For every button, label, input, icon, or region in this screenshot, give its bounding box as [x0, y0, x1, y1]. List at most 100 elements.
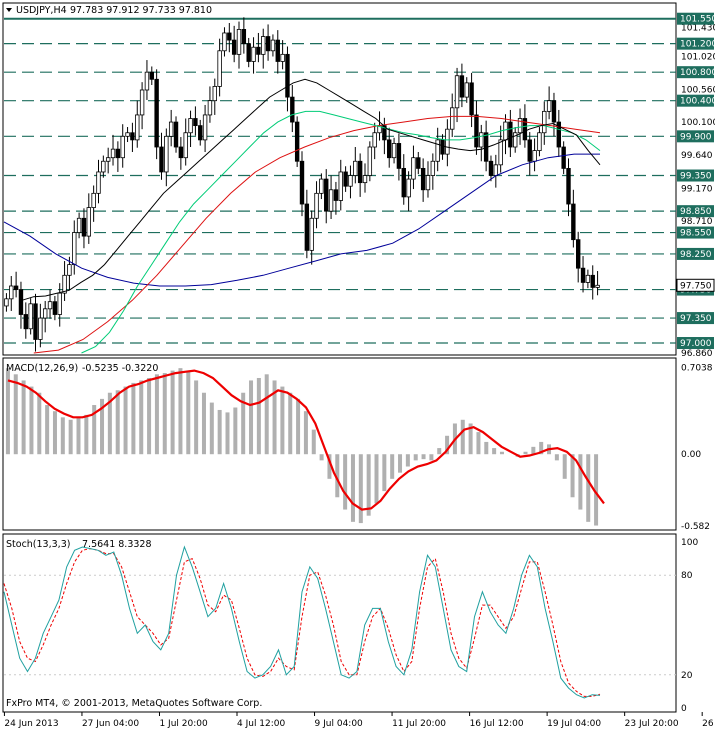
candle-body — [280, 53, 285, 62]
stoch-values: 7.5641 8.3328 — [82, 539, 152, 550]
candle-body — [362, 175, 368, 184]
current-price-label: 97.750 — [680, 281, 712, 291]
macd-histogram-bar — [170, 370, 175, 455]
candle-body — [105, 157, 111, 162]
candle-body — [139, 89, 145, 116]
macd-title: MACD(12,26,9) — [6, 363, 78, 374]
macd-histogram-bar — [272, 380, 277, 455]
macd-histogram-bar — [429, 454, 434, 461]
candle-body — [178, 146, 184, 159]
macd-histogram-bar — [570, 454, 575, 498]
candle-body — [513, 132, 518, 148]
macd-histogram-bar — [280, 386, 285, 455]
level-price-box-bg — [677, 205, 714, 218]
stoch-scale-label: 100 — [681, 538, 698, 548]
macd-histogram-bar — [437, 448, 442, 455]
candle-body — [67, 264, 72, 276]
moving-averages — [3, 78, 601, 354]
stoch-scale-label: 80 — [681, 571, 693, 581]
candle-body — [13, 285, 19, 290]
level-price-box: 101.550 — [677, 12, 715, 25]
candle-body — [537, 132, 542, 151]
macd-signal-line — [7, 369, 605, 511]
level-price-box-bg — [677, 66, 714, 79]
macd-histogram-bar — [468, 423, 473, 455]
candle-body — [595, 284, 600, 288]
candle-body — [28, 303, 33, 330]
candle-body — [338, 171, 343, 201]
candle-body — [391, 143, 397, 159]
candle-body — [236, 29, 242, 55]
candle-body — [372, 132, 377, 148]
candle-body — [38, 317, 43, 340]
macd-histogram-bar — [84, 414, 89, 455]
candle-body — [294, 121, 300, 162]
level-price-label: 98.550 — [680, 229, 712, 239]
candle-body — [57, 292, 62, 315]
macd-histogram-bar — [37, 392, 42, 455]
candle-body — [9, 285, 14, 300]
level-price-label: 98.850 — [680, 207, 712, 217]
time-tick-label: 27 Jun 04:00 — [82, 719, 139, 729]
level-price-box: 100.800 — [677, 66, 715, 79]
candle-body — [270, 39, 276, 52]
candle-body — [91, 192, 96, 208]
macd-histogram-bar — [405, 454, 410, 467]
level-price-label: 99.350 — [680, 172, 712, 182]
time-tick-label: 4 Jul 12:00 — [237, 719, 286, 729]
macd-histogram-bar — [162, 373, 167, 455]
macd-histogram-bar — [445, 435, 450, 455]
ohlc-readout: 97.783 97.912 97.733 97.810 — [70, 5, 212, 16]
candle-body — [503, 121, 508, 141]
time-tick-label: 16 Jul 12:00 — [470, 719, 524, 729]
level-price-box-bg — [677, 312, 714, 325]
macd-histogram-bar — [256, 377, 261, 455]
candle-body — [23, 314, 29, 330]
candle-body — [343, 171, 348, 187]
level-price-label: 97.000 — [680, 339, 712, 349]
candle-body — [290, 96, 295, 123]
candle-body — [324, 178, 329, 212]
candle-body — [149, 71, 154, 80]
macd-histogram-bar — [241, 392, 246, 455]
level-price-box-bg — [677, 130, 714, 143]
macd-histogram-bar — [484, 441, 489, 455]
macd-histogram-bar — [13, 374, 18, 455]
candle-body — [420, 167, 426, 191]
candle-body — [47, 301, 53, 310]
candle-body — [212, 86, 217, 102]
macd-histogram-bar — [390, 454, 395, 479]
macd-histogram-bar — [398, 454, 403, 473]
candle-body — [508, 121, 513, 148]
macd-histogram-bar — [123, 386, 128, 455]
macd-indicator: 0.7038 0.00 -0.582 — [5, 364, 713, 532]
chevron-down-icon[interactable] — [6, 8, 12, 12]
candle-body — [173, 121, 179, 148]
level-price-label: 100.800 — [680, 68, 715, 78]
level-price-label: 99.900 — [680, 132, 712, 142]
candle-body — [256, 46, 261, 55]
candle-body — [416, 157, 421, 169]
macd-histogram-bar — [194, 380, 199, 455]
candle-body — [18, 289, 24, 315]
price-tick-label: 101.430 — [681, 23, 715, 33]
macd-histogram-bar — [350, 454, 355, 522]
macd-histogram-bar — [52, 411, 57, 455]
candle-body — [231, 39, 237, 55]
candle-body — [72, 232, 77, 266]
candle-body — [275, 39, 280, 62]
candle-body — [532, 150, 537, 162]
macd-histogram-bar — [343, 454, 348, 510]
candle-body — [411, 157, 416, 180]
macd-histogram-bar — [233, 407, 238, 455]
time-tick-label: 26 Jul 12:00 — [702, 719, 715, 729]
candle-body — [522, 118, 528, 141]
candle-body — [474, 114, 479, 148]
candle-body — [154, 78, 159, 148]
level-price-box-bg — [677, 94, 714, 107]
macd-histogram-bar — [413, 454, 418, 461]
candle-body — [285, 53, 290, 98]
candle-body — [542, 110, 547, 134]
macd-scale-label: 0.00 — [681, 450, 701, 460]
stoch-panel-frame — [2, 533, 677, 713]
